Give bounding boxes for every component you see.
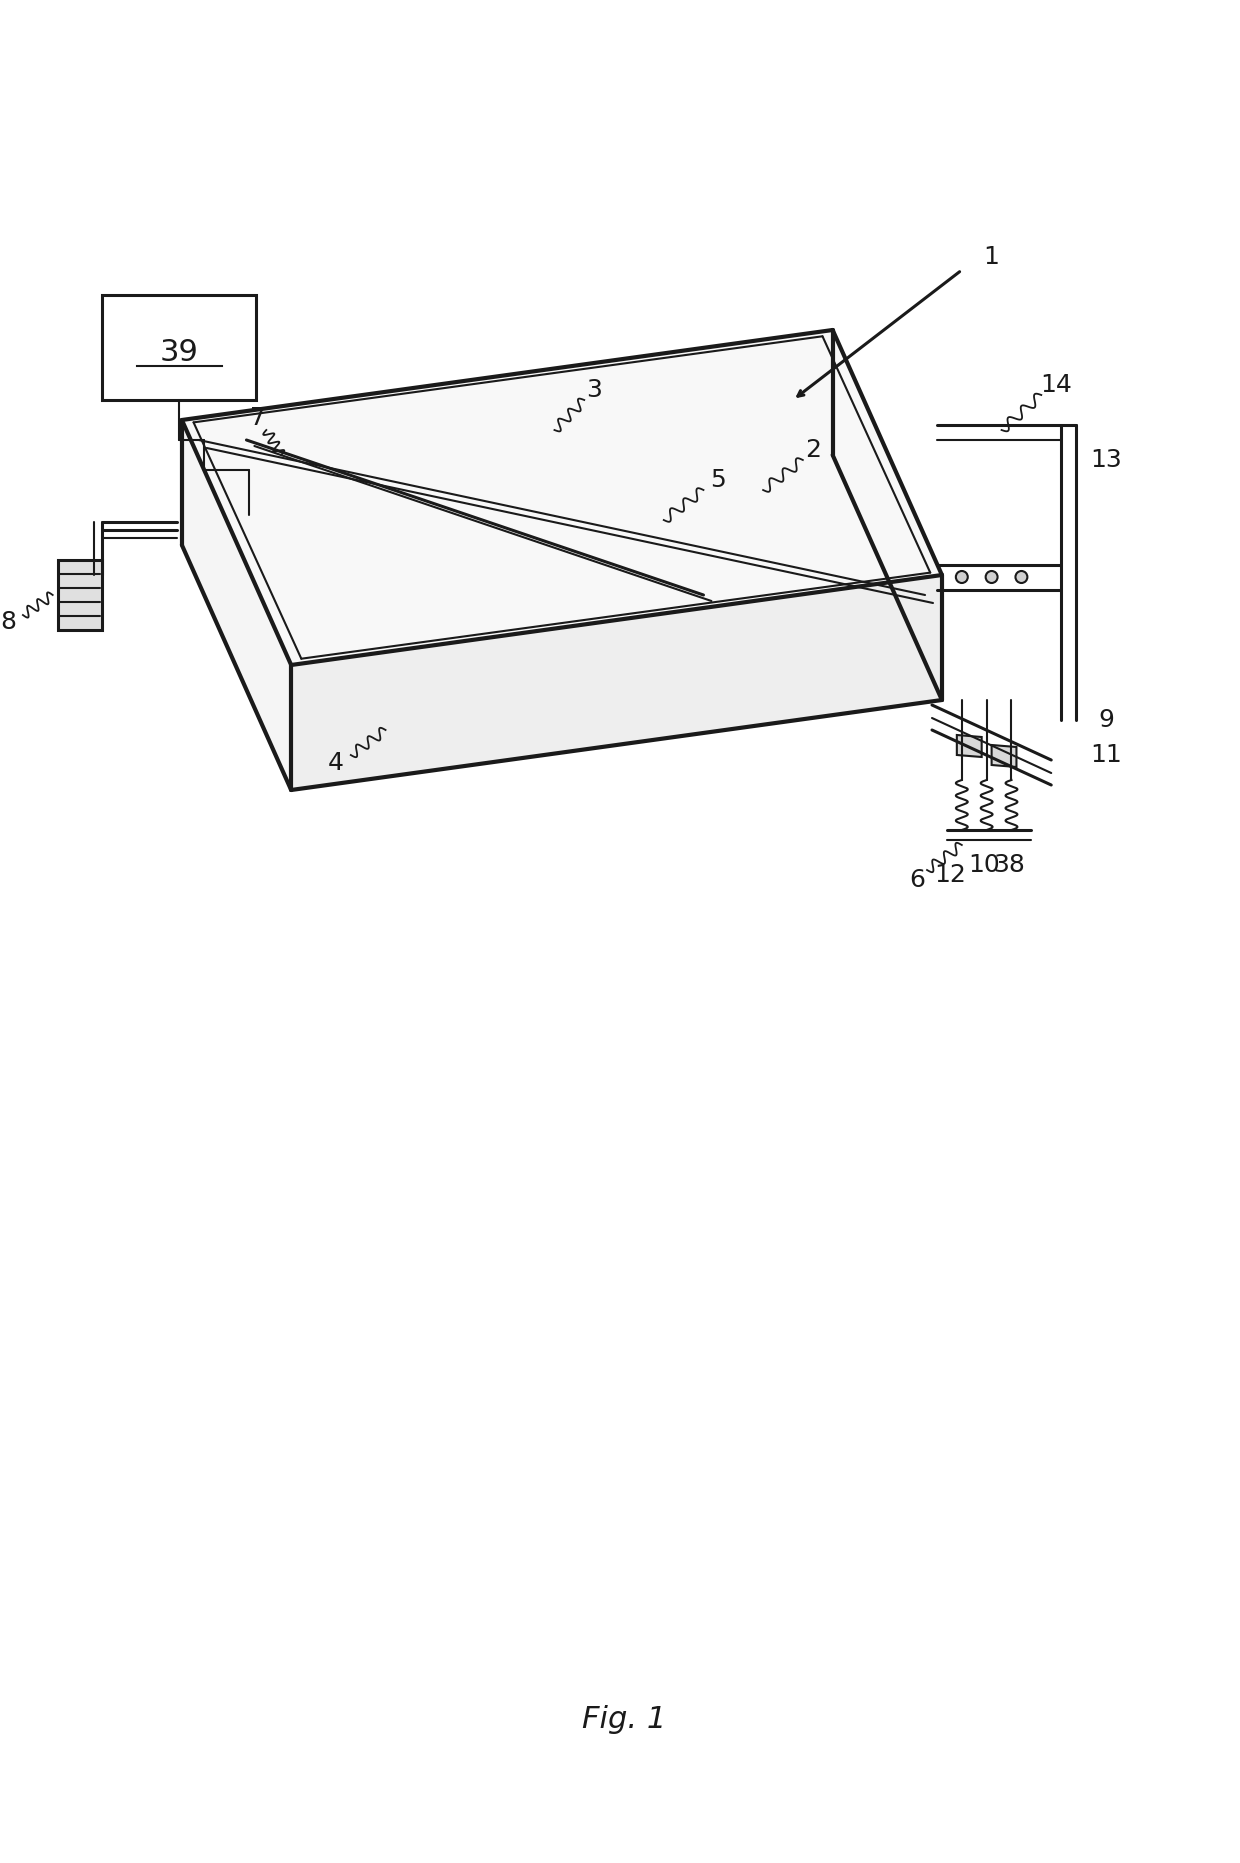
Text: 2: 2 — [805, 438, 821, 462]
Text: 1: 1 — [983, 246, 999, 268]
Text: 8: 8 — [0, 609, 16, 633]
Text: 3: 3 — [587, 378, 603, 402]
Polygon shape — [182, 419, 291, 790]
Polygon shape — [58, 561, 103, 630]
Circle shape — [986, 570, 997, 583]
Text: 13: 13 — [1090, 447, 1122, 471]
Text: 9: 9 — [1097, 708, 1114, 732]
Text: 39: 39 — [160, 337, 198, 367]
Text: 5: 5 — [711, 468, 727, 492]
Polygon shape — [957, 736, 982, 756]
Text: 14: 14 — [1040, 373, 1073, 397]
Text: 11: 11 — [1090, 743, 1122, 768]
Text: 38: 38 — [993, 853, 1025, 877]
Polygon shape — [992, 745, 1017, 768]
Text: 12: 12 — [934, 863, 966, 887]
Text: 7: 7 — [250, 406, 267, 430]
Text: 10: 10 — [967, 853, 999, 877]
Text: 4: 4 — [327, 751, 343, 775]
Text: Fig. 1: Fig. 1 — [582, 1705, 666, 1734]
Circle shape — [956, 570, 967, 583]
Circle shape — [1016, 570, 1028, 583]
Text: 6: 6 — [909, 868, 925, 892]
Polygon shape — [291, 576, 942, 790]
Polygon shape — [182, 330, 942, 665]
Polygon shape — [103, 294, 257, 401]
